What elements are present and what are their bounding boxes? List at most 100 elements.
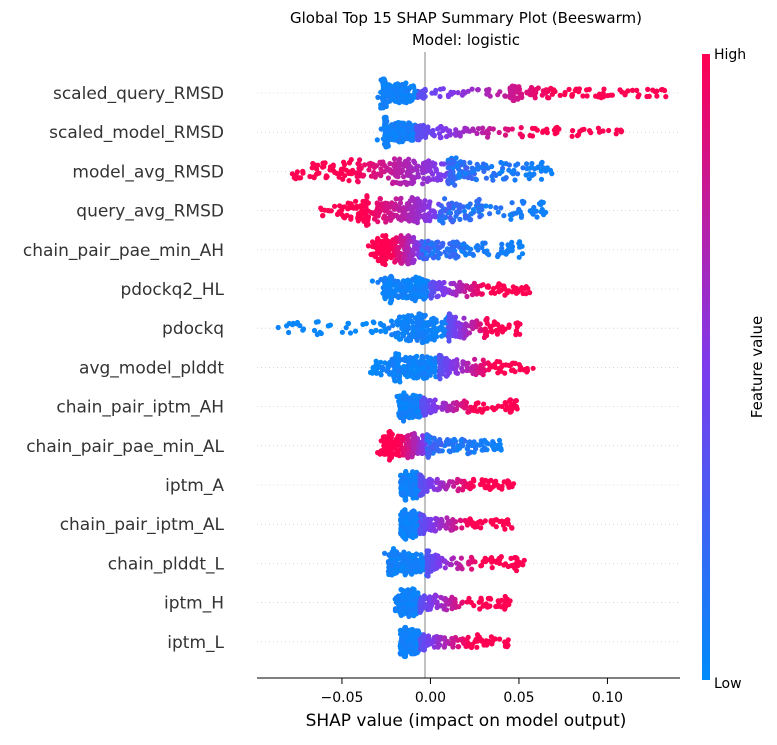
shap-point xyxy=(503,133,508,138)
shap-point xyxy=(394,196,399,201)
shap-point xyxy=(477,165,482,170)
shap-point xyxy=(496,485,501,490)
shap-point xyxy=(488,204,493,209)
shap-point xyxy=(430,445,435,450)
shap-point xyxy=(470,324,475,329)
shap-point xyxy=(420,433,425,438)
shap-point xyxy=(448,449,453,454)
chart-title: Global Top 15 SHAP Summary Plot (Beeswar… xyxy=(290,9,642,27)
shap-point xyxy=(533,90,538,95)
shap-point xyxy=(337,203,342,208)
shap-point xyxy=(378,166,383,171)
shap-point xyxy=(508,556,513,561)
shap-point xyxy=(467,160,472,165)
shap-point xyxy=(454,210,459,215)
shap-point xyxy=(520,133,525,138)
shap-point xyxy=(353,329,358,334)
shap-point xyxy=(418,480,423,485)
shap-point xyxy=(435,477,440,482)
shap-point xyxy=(429,365,434,370)
shap-point xyxy=(464,364,469,369)
shap-point xyxy=(485,284,490,289)
shap-point xyxy=(432,436,437,441)
shap-point xyxy=(498,283,503,288)
shap-point xyxy=(401,390,406,395)
shap-point xyxy=(449,246,454,251)
shap-point xyxy=(404,283,409,288)
shap-point xyxy=(427,328,432,333)
shap-point xyxy=(462,289,467,294)
shap-point xyxy=(392,331,397,336)
shap-point xyxy=(485,321,490,326)
shap-point xyxy=(488,519,493,524)
shap-point xyxy=(442,196,447,201)
shap-point xyxy=(342,204,347,209)
shap-point xyxy=(346,171,351,176)
shap-point xyxy=(402,448,407,453)
shap-point xyxy=(476,400,481,405)
shap-point xyxy=(483,485,488,490)
shap-point xyxy=(408,239,413,244)
shap-point xyxy=(395,363,400,368)
shap-point xyxy=(399,214,404,219)
shap-point xyxy=(490,565,495,570)
shap-point xyxy=(462,329,467,334)
shap-point xyxy=(635,94,640,99)
shap-point xyxy=(463,171,468,176)
shap-point xyxy=(382,82,387,87)
shap-point xyxy=(436,246,441,251)
shap-point xyxy=(470,292,475,297)
shap-point xyxy=(479,292,484,297)
shap-point xyxy=(376,213,381,218)
shap-point xyxy=(549,171,554,176)
shap-point xyxy=(520,165,525,170)
shap-point xyxy=(373,175,378,180)
shap-point xyxy=(398,168,403,173)
shap-point xyxy=(379,372,384,377)
shap-point xyxy=(284,323,289,328)
shap-point xyxy=(365,200,370,205)
shap-point xyxy=(375,219,380,224)
shap-point xyxy=(329,208,334,213)
shap-point xyxy=(501,213,506,218)
shap-point xyxy=(426,358,431,363)
shap-point xyxy=(422,212,427,217)
shap-point xyxy=(477,443,482,448)
shap-point xyxy=(481,402,486,407)
shap-point xyxy=(570,128,575,133)
shap-point xyxy=(448,215,453,220)
shap-point xyxy=(440,241,445,246)
shap-point xyxy=(481,169,486,174)
shap-point xyxy=(416,318,421,323)
shap-point xyxy=(422,523,427,528)
shap-point xyxy=(482,447,487,452)
shap-point xyxy=(318,206,323,211)
shap-point xyxy=(399,242,404,247)
shap-point xyxy=(515,320,520,325)
shap-point xyxy=(389,563,394,568)
shap-point xyxy=(366,167,371,172)
shap-point xyxy=(403,518,408,523)
shap-point xyxy=(381,323,386,328)
shap-point xyxy=(386,559,391,564)
shap-point xyxy=(477,370,482,375)
shap-point xyxy=(422,198,427,203)
shap-point xyxy=(460,487,465,492)
shap-point xyxy=(480,520,485,525)
shap-point xyxy=(447,370,452,375)
shap-point xyxy=(388,87,393,92)
shap-point xyxy=(444,607,449,612)
shap-point xyxy=(429,283,434,288)
shap-point xyxy=(276,325,281,330)
shap-point xyxy=(409,641,414,646)
shap-point xyxy=(358,205,363,210)
shap-point xyxy=(388,168,393,173)
shap-point xyxy=(437,562,442,567)
shap-point xyxy=(436,448,441,453)
shap-point xyxy=(425,607,430,612)
shap-point xyxy=(398,196,403,201)
shap-point xyxy=(399,261,404,266)
shap-point xyxy=(434,320,439,325)
shap-point xyxy=(392,378,397,383)
